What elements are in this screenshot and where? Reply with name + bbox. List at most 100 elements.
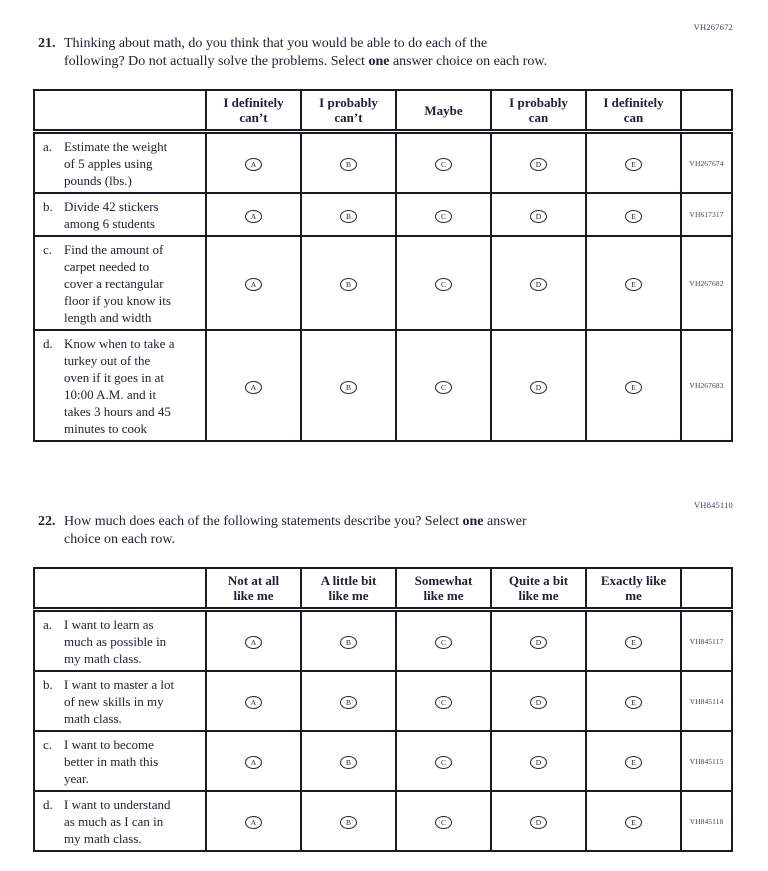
choice-cell: B — [300, 192, 397, 237]
answer-bubble-d[interactable]: D — [530, 380, 547, 394]
answer-bubble-e[interactable]: E — [625, 636, 642, 650]
row-letter: c. — [43, 737, 53, 752]
q22-column-header-4: Quite a bit like me — [490, 567, 587, 612]
question-22-text-bold: one — [462, 514, 484, 529]
form-item-code-q21: VH267672 — [693, 22, 733, 32]
row-letter: a. — [43, 139, 53, 154]
row-code: VH617317 — [680, 192, 733, 237]
row-code: VH267683 — [680, 329, 733, 442]
row-stem: b. Divide 42 stickers among 6 students — [33, 192, 207, 237]
choice-cell: A — [205, 235, 302, 331]
answer-bubble-e[interactable]: E — [625, 756, 642, 770]
answer-bubble-d[interactable]: D — [530, 756, 547, 770]
row-stem-text: I want to master a lot of new skills in … — [64, 677, 175, 726]
answer-bubble-d[interactable]: D — [530, 209, 547, 223]
question-22-number: 22. — [38, 514, 56, 529]
choice-cell: C — [395, 730, 492, 792]
answer-bubble-b[interactable]: B — [340, 816, 357, 830]
row-stem-text: Find the amount of carpet needed to cove… — [64, 242, 171, 325]
answer-bubble-b[interactable]: B — [340, 278, 357, 292]
row-stem: b. I want to master a lot of new skills … — [33, 670, 207, 732]
answer-bubble-b[interactable]: B — [340, 158, 357, 172]
q21-column-header-3: Maybe — [395, 89, 492, 134]
row-letter: a. — [43, 617, 53, 632]
row-stem: c. I want to become better in math this … — [33, 730, 207, 792]
answer-bubble-e[interactable]: E — [625, 158, 642, 172]
answer-bubble-c[interactable]: C — [435, 158, 452, 172]
answer-bubble-e[interactable]: E — [625, 696, 642, 710]
question-22-table: Not at all like me A little bit like me … — [33, 567, 733, 852]
q22-row-c: c. I want to become better in math this … — [33, 730, 733, 792]
question-22-text: How much does each of the following stat… — [64, 513, 527, 549]
choice-cell: E — [585, 730, 682, 792]
answer-bubble-e[interactable]: E — [625, 816, 642, 830]
question-22: 22. How much does each of the following … — [38, 513, 768, 549]
answer-bubble-b[interactable]: B — [340, 696, 357, 710]
choice-cell: C — [395, 790, 492, 852]
answer-bubble-a[interactable]: A — [245, 209, 262, 223]
row-code: VH845114 — [680, 670, 733, 732]
answer-bubble-b[interactable]: B — [340, 209, 357, 223]
row-stem-text: Know when to take a turkey out of the ov… — [64, 336, 175, 436]
question-22-text-before: How much does each of the following stat… — [64, 514, 463, 529]
answer-bubble-c[interactable]: C — [435, 636, 452, 650]
answer-bubble-d[interactable]: D — [530, 158, 547, 172]
row-code: VH845115 — [680, 730, 733, 792]
answer-bubble-a[interactable]: A — [245, 380, 262, 394]
answer-bubble-a[interactable]: A — [245, 696, 262, 710]
choice-cell: E — [585, 130, 682, 194]
answer-bubble-b[interactable]: B — [340, 756, 357, 770]
choice-cell: A — [205, 730, 302, 792]
choice-cell: C — [395, 670, 492, 732]
choice-cell: B — [300, 235, 397, 331]
row-stem-text: I want to become better in math this yea… — [64, 737, 159, 786]
choice-cell: D — [490, 130, 587, 194]
answer-bubble-e[interactable]: E — [625, 380, 642, 394]
choice-cell: D — [490, 192, 587, 237]
answer-bubble-c[interactable]: C — [435, 278, 452, 292]
answer-bubble-e[interactable]: E — [625, 278, 642, 292]
choice-cell: A — [205, 329, 302, 442]
answer-bubble-a[interactable]: A — [245, 278, 262, 292]
answer-bubble-d[interactable]: D — [530, 636, 547, 650]
answer-bubble-a[interactable]: A — [245, 158, 262, 172]
answer-bubble-a[interactable]: A — [245, 636, 262, 650]
q22-column-header-1: Not at all like me — [205, 567, 302, 612]
question-21: 21. Thinking about math, do you think th… — [38, 35, 768, 71]
answer-bubble-c[interactable]: C — [435, 816, 452, 830]
choice-cell: B — [300, 790, 397, 852]
q21-column-header-5: I definitely can — [585, 89, 682, 134]
q22-column-header-5: Exactly like me — [585, 567, 682, 612]
q22-header-row: Not at all like me A little bit like me … — [33, 567, 733, 612]
q21-row-d: d. Know when to take a turkey out of the… — [33, 329, 733, 442]
answer-bubble-c[interactable]: C — [435, 209, 452, 223]
answer-bubble-d[interactable]: D — [530, 278, 547, 292]
answer-bubble-e[interactable]: E — [625, 209, 642, 223]
answer-bubble-a[interactable]: A — [245, 816, 262, 830]
answer-bubble-b[interactable]: B — [340, 636, 357, 650]
answer-bubble-d[interactable]: D — [530, 816, 547, 830]
choice-cell: B — [300, 130, 397, 194]
choice-cell: A — [205, 130, 302, 194]
choice-cell: D — [490, 235, 587, 331]
choice-cell: A — [205, 670, 302, 732]
q21-code-column-header — [680, 89, 733, 134]
answer-bubble-a[interactable]: A — [245, 756, 262, 770]
q21-row-b: b. Divide 42 stickers among 6 students A… — [33, 192, 733, 237]
choice-cell: E — [585, 790, 682, 852]
answer-bubble-d[interactable]: D — [530, 696, 547, 710]
answer-bubble-b[interactable]: B — [340, 380, 357, 394]
answer-bubble-c[interactable]: C — [435, 756, 452, 770]
choice-cell: E — [585, 192, 682, 237]
row-letter: d. — [43, 336, 53, 351]
row-stem-text: Estimate the weight of 5 apples using po… — [64, 139, 168, 188]
answer-bubble-c[interactable]: C — [435, 696, 452, 710]
choice-cell: D — [490, 790, 587, 852]
row-letter: b. — [43, 677, 53, 692]
q21-column-header-4: I probably can — [490, 89, 587, 134]
answer-bubble-c[interactable]: C — [435, 380, 452, 394]
choice-cell: B — [300, 730, 397, 792]
row-code: VH267682 — [680, 235, 733, 331]
q21-column-header-1: I definitely can’t — [205, 89, 302, 134]
q21-row-c: c. Find the amount of carpet needed to c… — [33, 235, 733, 331]
